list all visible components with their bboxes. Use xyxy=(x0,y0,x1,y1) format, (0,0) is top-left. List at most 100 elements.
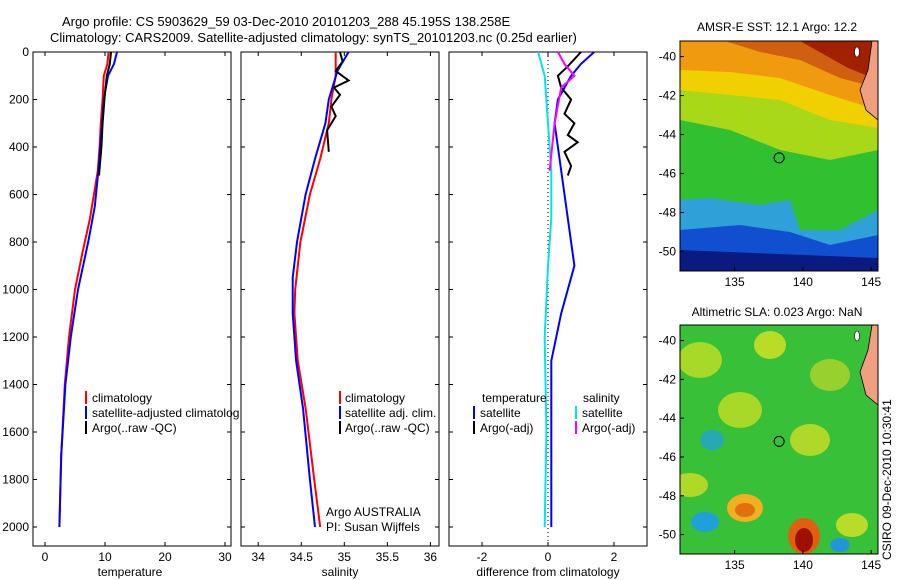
difference-legend: temperature satellite Argo(-adj) salinit… xyxy=(473,391,635,435)
tasmania-coast xyxy=(859,325,878,406)
sla-map-title: Altimetric SLA: 0.023 Argo: NaN xyxy=(692,305,863,319)
map-x-tick-label: 145 xyxy=(861,558,881,572)
map-y-tick-label: -42 xyxy=(659,89,677,103)
legend-heading-temperature: temperature xyxy=(482,391,547,405)
sla-anomaly xyxy=(830,538,850,552)
map-x-tick-label: 140 xyxy=(793,558,813,572)
y-tick-label: 1800 xyxy=(2,473,29,487)
temperature-series xyxy=(58,51,118,528)
sla-anomaly xyxy=(680,342,722,378)
legend-label-argo: Argo(..raw -QC) xyxy=(345,421,430,435)
king-island xyxy=(854,46,860,58)
series-line-salinity-satellite xyxy=(537,51,553,528)
y-tick-label: 400 xyxy=(9,140,29,154)
map-y-tick-label: -40 xyxy=(659,50,677,64)
king-island xyxy=(854,330,860,342)
series-line-salinity-argo-adj- xyxy=(548,51,576,171)
pi-label: PI: Susan Wijffels xyxy=(326,520,420,534)
sla-anomaly xyxy=(754,331,786,359)
series-line-temperature-argo-adj- xyxy=(556,51,582,176)
map-y-tick-label: -40 xyxy=(659,334,677,348)
map-x-tick-label: 135 xyxy=(725,275,745,289)
map-x-tick-label: 135 xyxy=(725,558,745,572)
profile-title: Argo profile: CS 5903629_59 03-Dec-2010 … xyxy=(62,14,511,29)
sla-anomaly xyxy=(795,528,813,552)
sla-anomaly xyxy=(680,473,708,497)
argo-position-marker xyxy=(773,435,785,447)
salinity-axis: 34 34.5 35 35.5 36 xyxy=(241,51,439,564)
difference-series xyxy=(537,51,595,528)
legend-label-argo: Argo(..raw -QC) xyxy=(92,421,177,435)
y-tick-label: 2000 xyxy=(2,520,29,534)
legend-heading-salinity: salinity xyxy=(583,391,620,405)
map-y-tick-label: -48 xyxy=(659,206,677,220)
series-line-satellite-adj-clim- xyxy=(291,51,350,528)
temperature-axis: 0 10 20 30 0 200 400 600 800 1000 1200 1400 1600 1800… xyxy=(2,45,232,564)
map-x-tick-label: 145 xyxy=(861,275,881,289)
x-tick-label: 34.5 xyxy=(290,550,314,564)
map-y-tick-label: -46 xyxy=(659,450,677,464)
salinity-panel-frame xyxy=(240,51,440,547)
sla-heatmap xyxy=(680,325,878,554)
legend-label-temp-satellite: satellite xyxy=(480,406,521,420)
sla-map-axes: 135 140 145 -40 -42 -44 -46 -48 -50 xyxy=(659,334,882,572)
map-y-tick-label: -44 xyxy=(659,128,677,142)
difference-xlabel: difference from climatology xyxy=(476,565,619,579)
climatology-title: Climatology: CARS2009. Satellite-adjuste… xyxy=(50,30,577,45)
legend-label-satellite: satellite adj. clim. xyxy=(345,406,436,420)
timestamp-stamp: CSIRO 09-Dec-2010 10:30:41 xyxy=(880,399,894,560)
sst-map-title: AMSR-E SST: 12.1 Argo: 12.2 xyxy=(697,20,857,34)
sla-anomaly xyxy=(836,513,868,537)
x-tick-label: 35 xyxy=(338,550,352,564)
legend-label-climatology: climatology xyxy=(345,391,405,405)
series-line-argo-raw-qc- xyxy=(98,51,112,176)
temperature-panel-frame xyxy=(32,51,232,547)
map-y-tick-label: -44 xyxy=(659,411,677,425)
y-tick-label: 200 xyxy=(9,93,29,107)
x-tick-label: 34 xyxy=(252,550,266,564)
x-tick-label: 20 xyxy=(158,550,172,564)
map-y-tick-label: -48 xyxy=(659,489,677,503)
series-line-temperature-satellite xyxy=(550,51,595,527)
y-tick-label: 1600 xyxy=(2,425,29,439)
tasmania-coast xyxy=(859,41,878,121)
y-tick-label: 0 xyxy=(22,45,29,59)
sla-anomaly xyxy=(810,359,850,391)
x-tick-label: 35.5 xyxy=(376,550,400,564)
x-tick-label: 30 xyxy=(218,550,232,564)
salinity-xlabel: salinity xyxy=(322,565,359,579)
sla-anomaly xyxy=(790,424,830,456)
x-tick-label: 0 xyxy=(545,550,552,564)
y-tick-label: 600 xyxy=(9,188,29,202)
argo-position-marker xyxy=(773,152,785,164)
x-tick-label: 0 xyxy=(42,550,49,564)
temperature-legend: climatology satellite-adjusted climatolo… xyxy=(85,391,239,435)
legend-label-temp-argo: Argo(-adj) xyxy=(480,421,533,435)
series-line-satellite-adjusted-climatolog xyxy=(58,51,118,528)
y-tick-label: 1400 xyxy=(2,378,29,392)
map-x-tick-label: 140 xyxy=(793,275,813,289)
map-y-tick-label: -50 xyxy=(659,528,677,542)
x-tick-label: 2 xyxy=(611,550,618,564)
sla-anomaly xyxy=(691,512,719,532)
sla-map-frame xyxy=(679,324,879,555)
sla-anomaly xyxy=(700,430,724,450)
y-tick-label: 800 xyxy=(9,235,29,249)
y-tick-label: 1000 xyxy=(2,283,29,297)
legend-label-sal-argo: Argo(-adj) xyxy=(582,421,635,435)
sla-anomaly xyxy=(735,503,755,517)
sst-map-frame xyxy=(679,40,879,272)
temperature-xlabel: temperature xyxy=(98,565,163,579)
series-line-climatology xyxy=(293,52,337,528)
map-y-tick-label: -42 xyxy=(659,372,677,386)
legend-label-sal-satellite: satellite xyxy=(582,406,623,420)
x-tick-label: 36 xyxy=(424,550,438,564)
sst-heatmap xyxy=(680,41,878,271)
salinity-series xyxy=(291,51,351,528)
x-tick-label: -2 xyxy=(477,550,488,564)
legend-label-satellite: satellite-adjusted climatolog xyxy=(92,406,239,420)
series-line-argo-raw-qc- xyxy=(326,51,351,152)
map-y-tick-label: -50 xyxy=(659,245,677,259)
sst-map-axes: 135 140 145 -40 -42 -44 -46 -48 -50 xyxy=(659,50,882,289)
